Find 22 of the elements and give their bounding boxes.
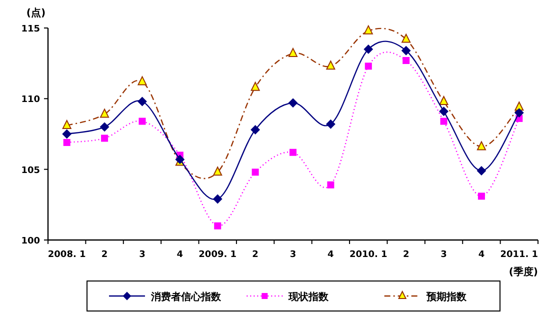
x-tick-label: 2 xyxy=(252,250,258,260)
x-tick-label: 2010. 1 xyxy=(349,250,388,260)
x-axis-title: (季度) xyxy=(508,266,538,278)
x-tick-label: 2 xyxy=(402,250,410,260)
y-tick-label: 110 xyxy=(21,95,40,106)
x-tick-label: 2009. 1 xyxy=(198,250,237,260)
legend-label: 现状指数 xyxy=(288,291,330,303)
y-tick-label: 105 xyxy=(21,166,40,176)
x-tick-label: 2 xyxy=(101,250,108,260)
x-tick-label: 4 xyxy=(176,250,184,260)
x-tick-label: 4 xyxy=(328,250,334,260)
x-tick-label: 3 xyxy=(139,250,146,260)
y-tick-label: 100 xyxy=(21,236,40,246)
y-axis-title: (点) xyxy=(26,7,46,19)
x-tick-label: 4 xyxy=(478,250,485,260)
x-tick-label: 2008. 1 xyxy=(48,250,86,260)
legend-label: 消费者信心指数 xyxy=(150,291,222,303)
legend-label: 预期指数 xyxy=(425,291,468,303)
x-tick-label: 2011. 1 xyxy=(500,250,538,260)
x-tick-label: 3 xyxy=(290,250,296,260)
y-tick-label: 115 xyxy=(21,24,40,34)
x-tick-label: 3 xyxy=(440,250,447,260)
